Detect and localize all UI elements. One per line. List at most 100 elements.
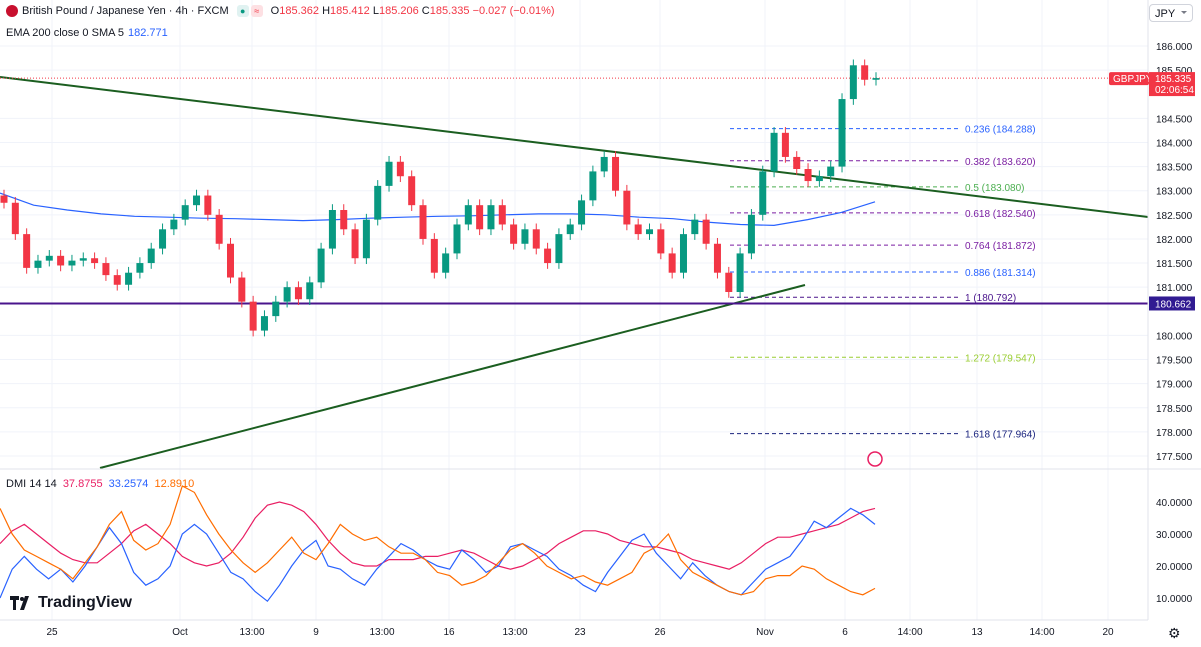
time-tick-label: 26 [654, 627, 666, 638]
candle-body [578, 200, 586, 225]
ema200-line [0, 192, 876, 227]
candle-body [612, 156, 620, 191]
candle-body [464, 205, 472, 225]
candle-body [759, 171, 767, 215]
fib-level-label: 0.886 (181.314) [965, 268, 1036, 279]
time-tick-label: 6 [842, 627, 848, 638]
tradingview-logo-icon [10, 596, 29, 610]
descending-trendline [0, 76, 1149, 218]
candle-body [781, 132, 789, 157]
time-tick-label: Nov [756, 627, 774, 638]
market-open-icon[interactable]: ● [236, 5, 249, 17]
support-price-tag [1149, 296, 1195, 311]
time-tick-label: 23 [574, 627, 586, 638]
candle-body [113, 275, 121, 285]
candle-body [646, 229, 654, 235]
dmi-legend[interactable]: DMI 14 14 37.8755 33.2574 12.8910 [6, 478, 195, 490]
candle-body [11, 202, 19, 235]
fib-level-label: 0.236 (184.288) [965, 125, 1036, 136]
candle-body [57, 255, 65, 266]
candle-body [566, 224, 574, 235]
candle-body [238, 277, 246, 302]
price-tick-label: 182.500 [1156, 211, 1193, 222]
candle-body [600, 156, 608, 172]
candle-body [215, 214, 223, 244]
price-tick-label: 183.000 [1156, 187, 1193, 198]
candle-body [102, 263, 110, 276]
candle-body [136, 263, 144, 273]
time-tick-label: Oct [172, 627, 188, 638]
dmi-tick-label: 30.0000 [1156, 530, 1193, 541]
currency-button[interactable]: JPY [1149, 4, 1193, 22]
candle-body [249, 301, 257, 331]
dmi-tick-label: 20.0000 [1156, 562, 1193, 573]
candle-body [408, 176, 416, 206]
symbol-tag-label: GBPJPY [1113, 74, 1153, 85]
price-tick-label: 186.000 [1156, 42, 1193, 53]
candle-body [125, 272, 133, 285]
candle-body [872, 78, 880, 80]
candle-body [0, 195, 8, 203]
candle-body [476, 205, 484, 230]
fib-level-label: 0.618 (182.540) [965, 209, 1036, 220]
candle-body [770, 132, 778, 172]
symbol-title[interactable]: British Pound / Japanese Yen · 4h · FXCM [22, 5, 229, 17]
symbol-tag [1109, 72, 1149, 86]
candle-body [317, 248, 325, 283]
candle-body [713, 243, 721, 273]
price-tick-label: 183.500 [1156, 163, 1193, 174]
fib-level-label: 0.764 (181.872) [965, 241, 1036, 252]
time-tick-label: 13:00 [369, 627, 394, 638]
dmi-series-line [0, 501, 876, 570]
candle-body [34, 260, 42, 268]
candle-body [181, 205, 189, 220]
current-price-tag [1149, 72, 1195, 97]
ohlc-values: O185.362 H185.412 L185.206 C185.335 −0.0… [270, 5, 555, 17]
ascending-trendline [99, 284, 806, 469]
settings-gear-icon[interactable]: ⚙ [1168, 625, 1181, 641]
price-tick-label: 177.500 [1156, 452, 1193, 463]
price-tick-label: 184.500 [1156, 114, 1193, 125]
candle-body [193, 195, 201, 206]
candle-body [679, 234, 687, 273]
dmi-series-line [0, 485, 876, 596]
ema-legend[interactable]: EMA 200 close 0 SMA 5 182.771 [6, 27, 168, 39]
candle-body [396, 161, 404, 177]
candle-body [45, 255, 53, 261]
price-tick-label: 179.500 [1156, 356, 1193, 367]
candle-body [294, 287, 302, 300]
candle-body [147, 248, 155, 264]
chart-header: British Pound / Japanese Yen · 4h · FXCM… [6, 5, 555, 17]
wave-icon[interactable]: ≈ [250, 5, 263, 17]
candle-body [532, 229, 540, 249]
candle-body [68, 260, 76, 266]
candle-body [419, 205, 427, 239]
candle-body [170, 219, 178, 230]
price-tick-label: 178.000 [1156, 428, 1193, 439]
current-price-label: 185.335 [1155, 74, 1192, 85]
time-tick-label: 9 [313, 627, 319, 638]
candle-body [510, 224, 518, 244]
candle-body [260, 316, 268, 331]
candle-body [487, 205, 495, 230]
dmi-tick-label: 40.0000 [1156, 498, 1193, 509]
tradingview-logo: TradingView [10, 594, 132, 612]
candle-body [827, 166, 835, 177]
candle-body [340, 210, 348, 230]
time-tick-label: 20 [1102, 627, 1114, 638]
candle-body [23, 234, 31, 268]
price-change: −0.027 (−0.01%) [472, 5, 555, 17]
candle-body [815, 176, 823, 182]
candle-body [555, 234, 563, 264]
candle-body [283, 287, 291, 302]
candle-body [91, 258, 99, 264]
fib-level-label: 1 (180.792) [965, 293, 1016, 304]
candle-body [623, 190, 631, 225]
fib-level-label: 0.382 (183.620) [965, 157, 1036, 168]
candle-body [838, 99, 846, 167]
price-tick-label: 179.000 [1156, 380, 1193, 391]
candle-body [521, 229, 529, 244]
candle-body [589, 171, 597, 201]
time-tick-label: 16 [443, 627, 455, 638]
